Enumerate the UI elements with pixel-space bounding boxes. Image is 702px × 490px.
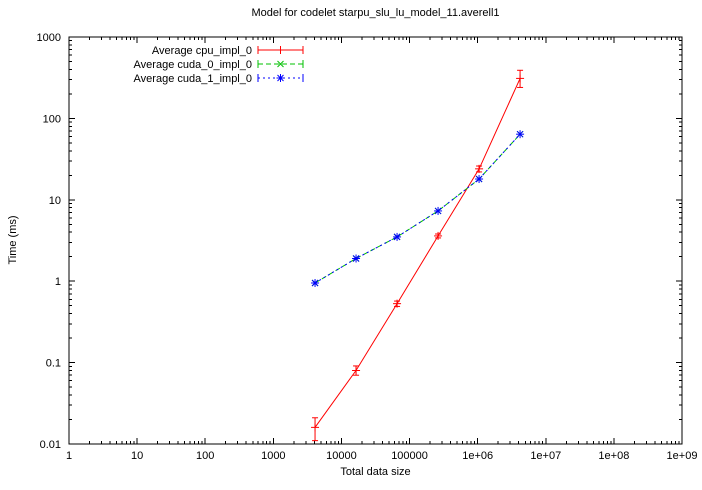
- chart-title: Model for codelet starpu_slu_lu_model_11…: [251, 7, 500, 19]
- y-tick-label: 1: [55, 276, 61, 288]
- legend-label: Average cuda_1_impl_0: [134, 73, 252, 85]
- tick-labels: 1 10 100 1000 10000 100000 1e+06 1e+07 1e+08 1e+0…: [37, 32, 698, 462]
- x-tick-label: 10000: [326, 450, 357, 462]
- legend-item: Average cuda_1_impl_0: [134, 73, 304, 85]
- x-tick-label: 1e+06: [462, 450, 493, 462]
- legend-item: Average cpu_impl_0: [152, 45, 304, 57]
- series-average-cpu-impl-0: [311, 69, 525, 442]
- x-tick-label: 1e+07: [530, 450, 561, 462]
- legend-sample: [257, 60, 304, 68]
- x-tick-label: 100000: [391, 450, 428, 462]
- x-tick-label: 10: [131, 450, 143, 462]
- series-average-cuda-0-impl-0: [311, 130, 524, 287]
- x-tick-label: 1e+08: [598, 450, 629, 462]
- x-tick-label: 1e+09: [667, 450, 698, 462]
- legend: Average cpu_impl_0 Average cuda_0_impl_0 A…: [134, 45, 304, 85]
- legend-sample: [257, 46, 304, 54]
- legend-label: Average cuda_0_impl_0: [134, 59, 252, 71]
- y-tick-label: 10: [49, 195, 61, 207]
- legend-item: Average cuda_0_impl_0: [134, 59, 304, 71]
- series-average-cuda-1-impl-0: [311, 130, 525, 288]
- x-tick-label: 1000: [261, 450, 285, 462]
- y-tick-label: 0.01: [40, 439, 61, 451]
- x-tick-label: 100: [196, 450, 214, 462]
- legend-label: Average cpu_impl_0: [152, 45, 252, 57]
- y-tick-label: 1000: [37, 32, 61, 44]
- x-axis-label: Total data size: [340, 466, 411, 478]
- y-tick-label: 100: [43, 113, 61, 125]
- y-tick-label: 0.1: [46, 358, 61, 370]
- x-tick-label: 1: [66, 450, 72, 462]
- axes: [68, 36, 683, 445]
- legend-sample: [257, 74, 304, 82]
